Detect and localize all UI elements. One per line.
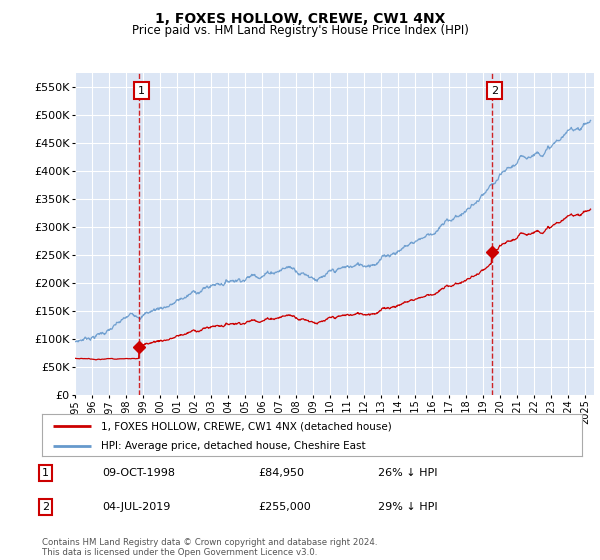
Text: 1: 1 — [138, 86, 145, 96]
FancyBboxPatch shape — [487, 82, 502, 99]
Text: 2: 2 — [42, 502, 49, 512]
Text: HPI: Average price, detached house, Cheshire East: HPI: Average price, detached house, Ches… — [101, 441, 366, 451]
Text: 09-OCT-1998: 09-OCT-1998 — [102, 468, 175, 478]
Text: 2: 2 — [491, 86, 498, 96]
Text: 26% ↓ HPI: 26% ↓ HPI — [378, 468, 437, 478]
Text: 29% ↓ HPI: 29% ↓ HPI — [378, 502, 437, 512]
Text: Price paid vs. HM Land Registry's House Price Index (HPI): Price paid vs. HM Land Registry's House … — [131, 24, 469, 36]
Text: 1, FOXES HOLLOW, CREWE, CW1 4NX (detached house): 1, FOXES HOLLOW, CREWE, CW1 4NX (detache… — [101, 421, 392, 431]
Text: 04-JUL-2019: 04-JUL-2019 — [102, 502, 170, 512]
Text: £84,950: £84,950 — [258, 468, 304, 478]
Text: 1, FOXES HOLLOW, CREWE, CW1 4NX: 1, FOXES HOLLOW, CREWE, CW1 4NX — [155, 12, 445, 26]
Text: Contains HM Land Registry data © Crown copyright and database right 2024.
This d: Contains HM Land Registry data © Crown c… — [42, 538, 377, 557]
FancyBboxPatch shape — [134, 82, 149, 99]
Text: £255,000: £255,000 — [258, 502, 311, 512]
Text: 1: 1 — [42, 468, 49, 478]
